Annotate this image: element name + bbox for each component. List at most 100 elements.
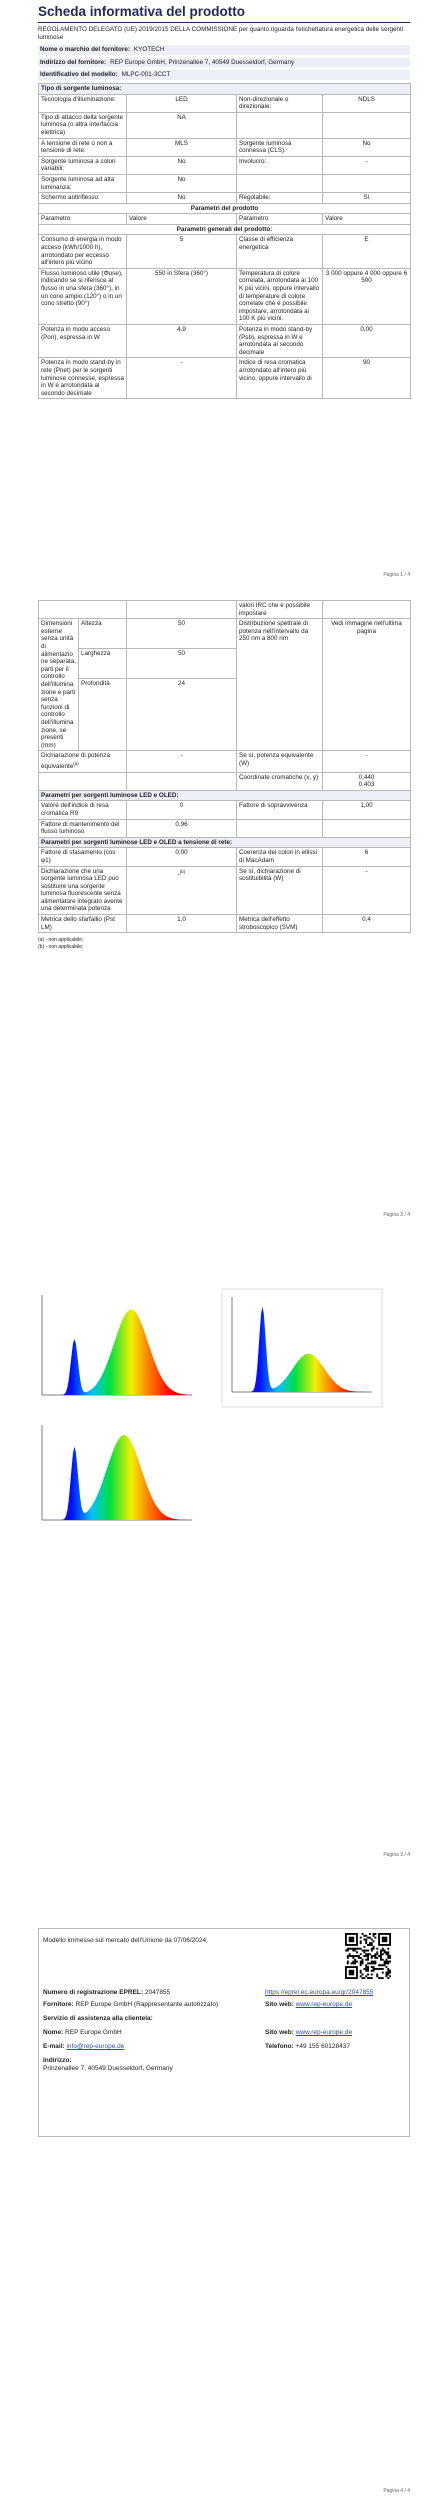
parameter: Tipo di attacco della sorgente luminosa …	[41, 113, 124, 136]
value: 0,403	[358, 781, 375, 789]
qr-module	[359, 1960, 362, 1963]
web-link[interactable]: www.rep-europe.de	[295, 2001, 353, 2008]
cell: 6	[322, 847, 411, 867]
qr-module	[354, 1962, 357, 1965]
label: Identificativo del modello:	[40, 71, 118, 79]
value: 0,4	[362, 916, 371, 924]
cell	[126, 599, 237, 620]
qr-module	[389, 1975, 391, 1978]
qr-module	[359, 1947, 362, 1950]
cell: LED	[126, 93, 237, 113]
qr-module	[354, 1949, 357, 1952]
value: -	[177, 870, 180, 878]
qr-module	[372, 1940, 375, 1943]
web-link[interactable]: www.rep-europe.de	[295, 2029, 353, 2036]
qr-module	[387, 1977, 390, 1979]
header-cell: Valore	[321, 213, 412, 225]
cell: 50	[126, 648, 237, 680]
page-number: Pagina 1 / 4	[383, 572, 410, 578]
value: 550 in Sfera (360°)	[155, 269, 208, 277]
value: No	[362, 139, 371, 147]
row: Numero di registrazione EPREL: 2047855 h…	[43, 1989, 405, 1997]
qr-module	[389, 1960, 391, 1963]
qr-module	[383, 1960, 386, 1963]
value: REP Europe GmbH	[65, 2029, 122, 2036]
qr-module	[359, 1956, 362, 1959]
qr-module	[352, 1956, 355, 1959]
qr-module	[389, 1971, 391, 1974]
qr-module	[365, 1966, 368, 1969]
qr-module	[381, 1971, 384, 1974]
cell: Dichiarazione che una sorgente luminosa …	[38, 865, 127, 916]
page-4: Modello immesso sul mercato dell'Unione …	[38, 1928, 410, 2137]
qr-module	[365, 1975, 368, 1978]
cell: Fattore di sfasamento (cos φ1)	[38, 847, 127, 867]
label: Sito web:	[265, 2029, 294, 2036]
params-table-cont: valori IRC che è possibile impostare Dim…	[38, 599, 411, 934]
table-row: Tipo di attacco della sorgente luminosa …	[38, 111, 412, 139]
value: REP Europe GmbH (Rappresentante autorizz…	[75, 2001, 219, 2008]
parameter: Coerenza dei colori in ellissi di MacAda…	[239, 849, 318, 864]
qr-module	[367, 1944, 370, 1946]
cell: 1,00	[322, 800, 411, 820]
row: Indirizzo:	[43, 2057, 405, 2065]
page-1: Scheda informativa del prodotto REGOLAME…	[37, 4, 412, 400]
cell: Metrica dello sfarfallio (Pst LM)	[38, 914, 127, 934]
qr-module	[348, 1953, 351, 1956]
cell: Tipo di attacco della sorgente luminosa …	[38, 111, 127, 139]
parameter: Flusso luminoso utile (Φuse), indicando …	[41, 269, 123, 308]
qr-module	[363, 1955, 366, 1958]
eprel-link[interactable]: https://eprel.ec.europa.eu/qr/2047855	[265, 1989, 374, 1996]
cell: Potenza in modo stand-by in rete (Pnet) …	[38, 357, 127, 400]
qr-module	[367, 1977, 370, 1979]
qr-module	[367, 1953, 370, 1956]
cell: Sorgente luminosa a colori variabili:	[38, 155, 127, 175]
qr-module	[359, 1936, 362, 1939]
parameter: Dichiarazione che una sorgente luminosa …	[41, 867, 123, 913]
market-date: Modello immesso sul mercato dell'Unione …	[43, 1937, 207, 1944]
value: Sì	[363, 194, 370, 202]
qr-module	[354, 1955, 357, 1958]
qr-module	[352, 1962, 355, 1965]
cell: -	[126, 750, 237, 773]
qr-module	[367, 1956, 370, 1959]
qr-module	[379, 1955, 382, 1958]
table-row: Potenza in modo acceso (Pon), espressa i…	[38, 323, 412, 359]
value: MLPC-001-3CCT	[121, 71, 171, 79]
qr-module	[370, 1944, 373, 1946]
value: 6	[364, 849, 369, 857]
qr-module	[387, 1967, 390, 1970]
qr-module	[367, 1969, 370, 1972]
subtitle: REGOLAMENTO DELEGATO (UE) 2019/2015 DELL…	[38, 26, 404, 41]
qr-module	[370, 1962, 373, 1965]
value: 1,00	[360, 802, 373, 810]
label: Indirizzo del fornitore:	[40, 58, 107, 66]
qr-module	[361, 1949, 364, 1952]
value: KYOTECH	[133, 46, 165, 54]
qr-module	[367, 1967, 370, 1970]
qr-module	[363, 1977, 366, 1979]
qr-module	[372, 1955, 375, 1958]
cell: MLS	[126, 137, 237, 157]
qr-finder	[381, 1936, 388, 1943]
qr-module	[389, 1956, 391, 1959]
email-link[interactable]: info@rep-europe.de	[66, 2043, 125, 2050]
parameter: Fattore di sfasamento (cos φ1)	[41, 849, 116, 864]
qr-module	[365, 1964, 368, 1967]
parameter: Se sì, dichiarazione di sostituibilità (…	[239, 867, 301, 883]
qr-module	[372, 1933, 375, 1935]
qr-module	[376, 1967, 379, 1970]
qr-module	[381, 1967, 384, 1970]
qr-module	[387, 1951, 390, 1954]
qr-module	[378, 1977, 381, 1979]
qr-module	[374, 1967, 377, 1970]
value: -	[365, 157, 368, 165]
cell: Sorgente luminosa connessa (CLS):	[236, 137, 323, 157]
cell: Tecnologia d'illuminazione:	[38, 93, 127, 113]
qr-module	[367, 1949, 370, 1952]
cell	[38, 771, 127, 791]
qr-module	[368, 1936, 371, 1939]
section-heading: Parametri per sorgenti luminose LED e OL…	[38, 836, 411, 849]
